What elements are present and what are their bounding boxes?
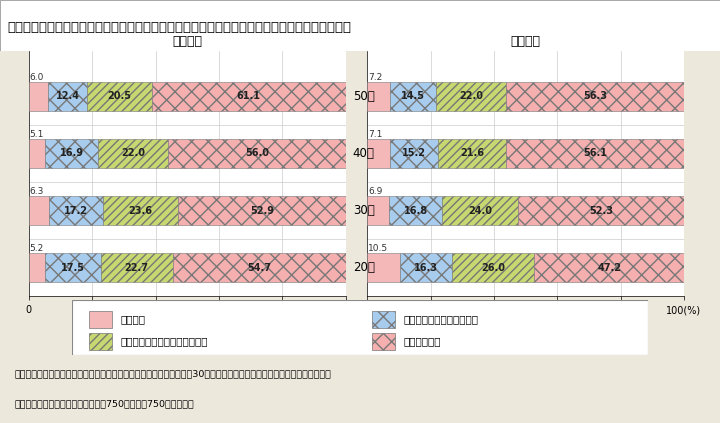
Bar [178, 196, 346, 225]
Title: ＜男性＞: ＜男性＞ [510, 35, 541, 48]
Bar [173, 253, 346, 282]
Text: ２．各年代ともに，女性750人，男性750人が回答。: ２．各年代ともに，女性750人，男性750人が回答。 [14, 399, 194, 408]
Text: 10.5: 10.5 [368, 244, 388, 253]
Bar [438, 139, 506, 168]
Bar [367, 139, 390, 168]
Text: 12.4: 12.4 [55, 91, 79, 102]
Bar [534, 253, 684, 282]
Text: そう思わない: そう思わない [403, 337, 441, 346]
Bar [29, 139, 45, 168]
Bar [518, 196, 684, 225]
Text: 7.1: 7.1 [368, 129, 382, 139]
Text: 5.1: 5.1 [30, 129, 44, 139]
Bar [442, 196, 518, 225]
Text: 24.0: 24.0 [468, 206, 492, 215]
Text: 6.3: 6.3 [30, 187, 44, 196]
Text: 54.7: 54.7 [247, 263, 271, 272]
Bar [89, 333, 112, 350]
Text: 6.0: 6.0 [30, 73, 44, 82]
Text: Ｉ－３－６図　「夫は外で働き，妻は家庭を守るべきだ」という考え方に対する意識（男女別）: Ｉ－３－６図 「夫は外で働き，妻は家庭を守るべきだ」という考え方に対する意識（男… [7, 22, 351, 34]
Text: そう思う: そう思う [121, 315, 146, 324]
Text: 15.2: 15.2 [402, 148, 426, 159]
Bar [372, 311, 395, 328]
Bar [89, 311, 112, 328]
Bar [87, 82, 152, 111]
Text: 20代: 20代 [353, 261, 374, 274]
Text: 23.6: 23.6 [129, 206, 153, 215]
Bar [505, 82, 684, 111]
Text: 22.7: 22.7 [125, 263, 148, 272]
Bar [452, 253, 534, 282]
Bar [48, 82, 87, 111]
Bar [390, 139, 438, 168]
Bar [29, 253, 45, 282]
Bar [99, 139, 168, 168]
Bar [400, 253, 452, 282]
Text: 6.9: 6.9 [368, 187, 382, 196]
Bar [45, 139, 99, 168]
Bar [390, 82, 436, 111]
Bar [29, 196, 49, 225]
Text: 16.3: 16.3 [414, 263, 438, 272]
Text: 50代: 50代 [353, 90, 374, 103]
Bar [367, 253, 400, 282]
Text: 56.0: 56.0 [245, 148, 269, 159]
Bar [436, 82, 505, 111]
Text: 7.2: 7.2 [368, 73, 382, 82]
Bar [103, 196, 178, 225]
Text: 14.5: 14.5 [401, 91, 425, 102]
Text: 17.5: 17.5 [61, 263, 85, 272]
Bar [45, 253, 101, 282]
Text: 56.1: 56.1 [583, 148, 607, 159]
Bar [49, 196, 103, 225]
Text: 61.1: 61.1 [237, 91, 261, 102]
Text: 26.0: 26.0 [481, 263, 505, 272]
Bar [168, 139, 346, 168]
Bar [389, 196, 442, 225]
Bar [152, 82, 346, 111]
Text: 16.8: 16.8 [404, 206, 428, 215]
Text: 40代: 40代 [353, 147, 374, 160]
Text: どちらかというとそう思わない: どちらかというとそう思わない [121, 337, 209, 346]
Bar [367, 196, 389, 225]
Text: 47.2: 47.2 [597, 263, 621, 272]
Bar [29, 82, 48, 111]
Bar [101, 253, 173, 282]
Text: 17.2: 17.2 [64, 206, 88, 215]
Text: 52.9: 52.9 [250, 206, 274, 215]
Text: （備考）　１．「多様な選択を可能にする学びに関する調査」（平成30年度内閣府委託調査・株式会社創建）より作成。: （備考） １．「多様な選択を可能にする学びに関する調査」（平成30年度内閣府委託… [14, 369, 331, 378]
Text: 56.3: 56.3 [582, 91, 607, 102]
Bar [506, 139, 684, 168]
Title: ＜女性＞: ＜女性＞ [172, 35, 202, 48]
Text: 52.3: 52.3 [589, 206, 613, 215]
Text: 5.2: 5.2 [30, 244, 44, 253]
Text: 22.0: 22.0 [122, 148, 145, 159]
Text: 22.0: 22.0 [459, 91, 483, 102]
Text: 16.9: 16.9 [60, 148, 84, 159]
Text: どちらかというとそう思う: どちらかというとそう思う [403, 315, 478, 324]
Bar [372, 333, 395, 350]
Bar [367, 82, 390, 111]
Text: 21.6: 21.6 [460, 148, 484, 159]
Text: 30代: 30代 [353, 204, 374, 217]
Text: 20.5: 20.5 [107, 91, 132, 102]
